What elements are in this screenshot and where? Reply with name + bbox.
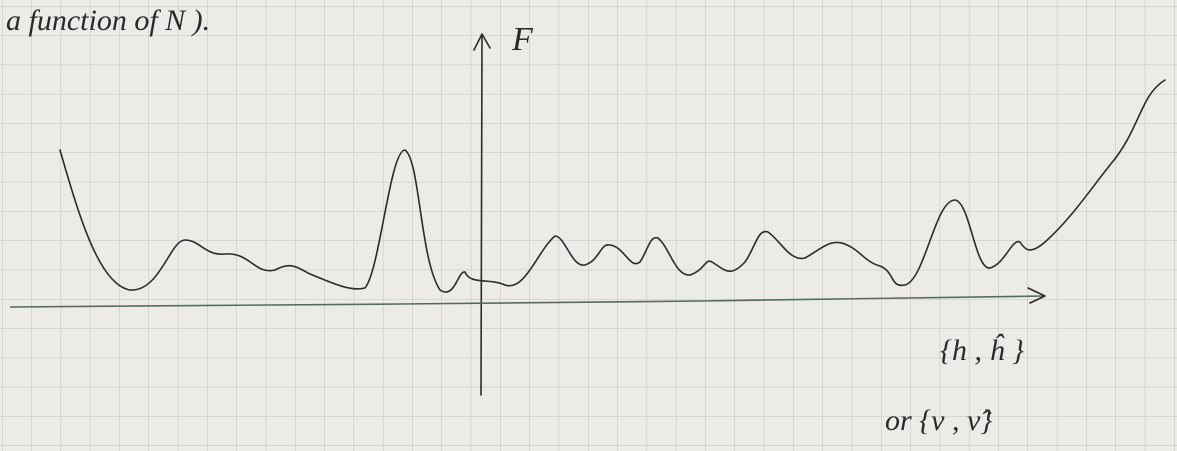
x-axis-label-alt: or {ν , ν̂} xyxy=(885,404,992,437)
y-axis-label: F xyxy=(511,21,534,58)
page: a function of N ). F {h , ĥ } or {ν , ν̂… xyxy=(0,0,1177,451)
x-axis-label: {h , ĥ } xyxy=(940,334,1024,367)
header-text: a function of N ). xyxy=(6,4,210,37)
sketch: a function of N ). F {h , ĥ } or {ν , ν̂… xyxy=(0,0,1177,451)
y-axis xyxy=(481,35,482,395)
grid-paper xyxy=(0,0,1177,451)
